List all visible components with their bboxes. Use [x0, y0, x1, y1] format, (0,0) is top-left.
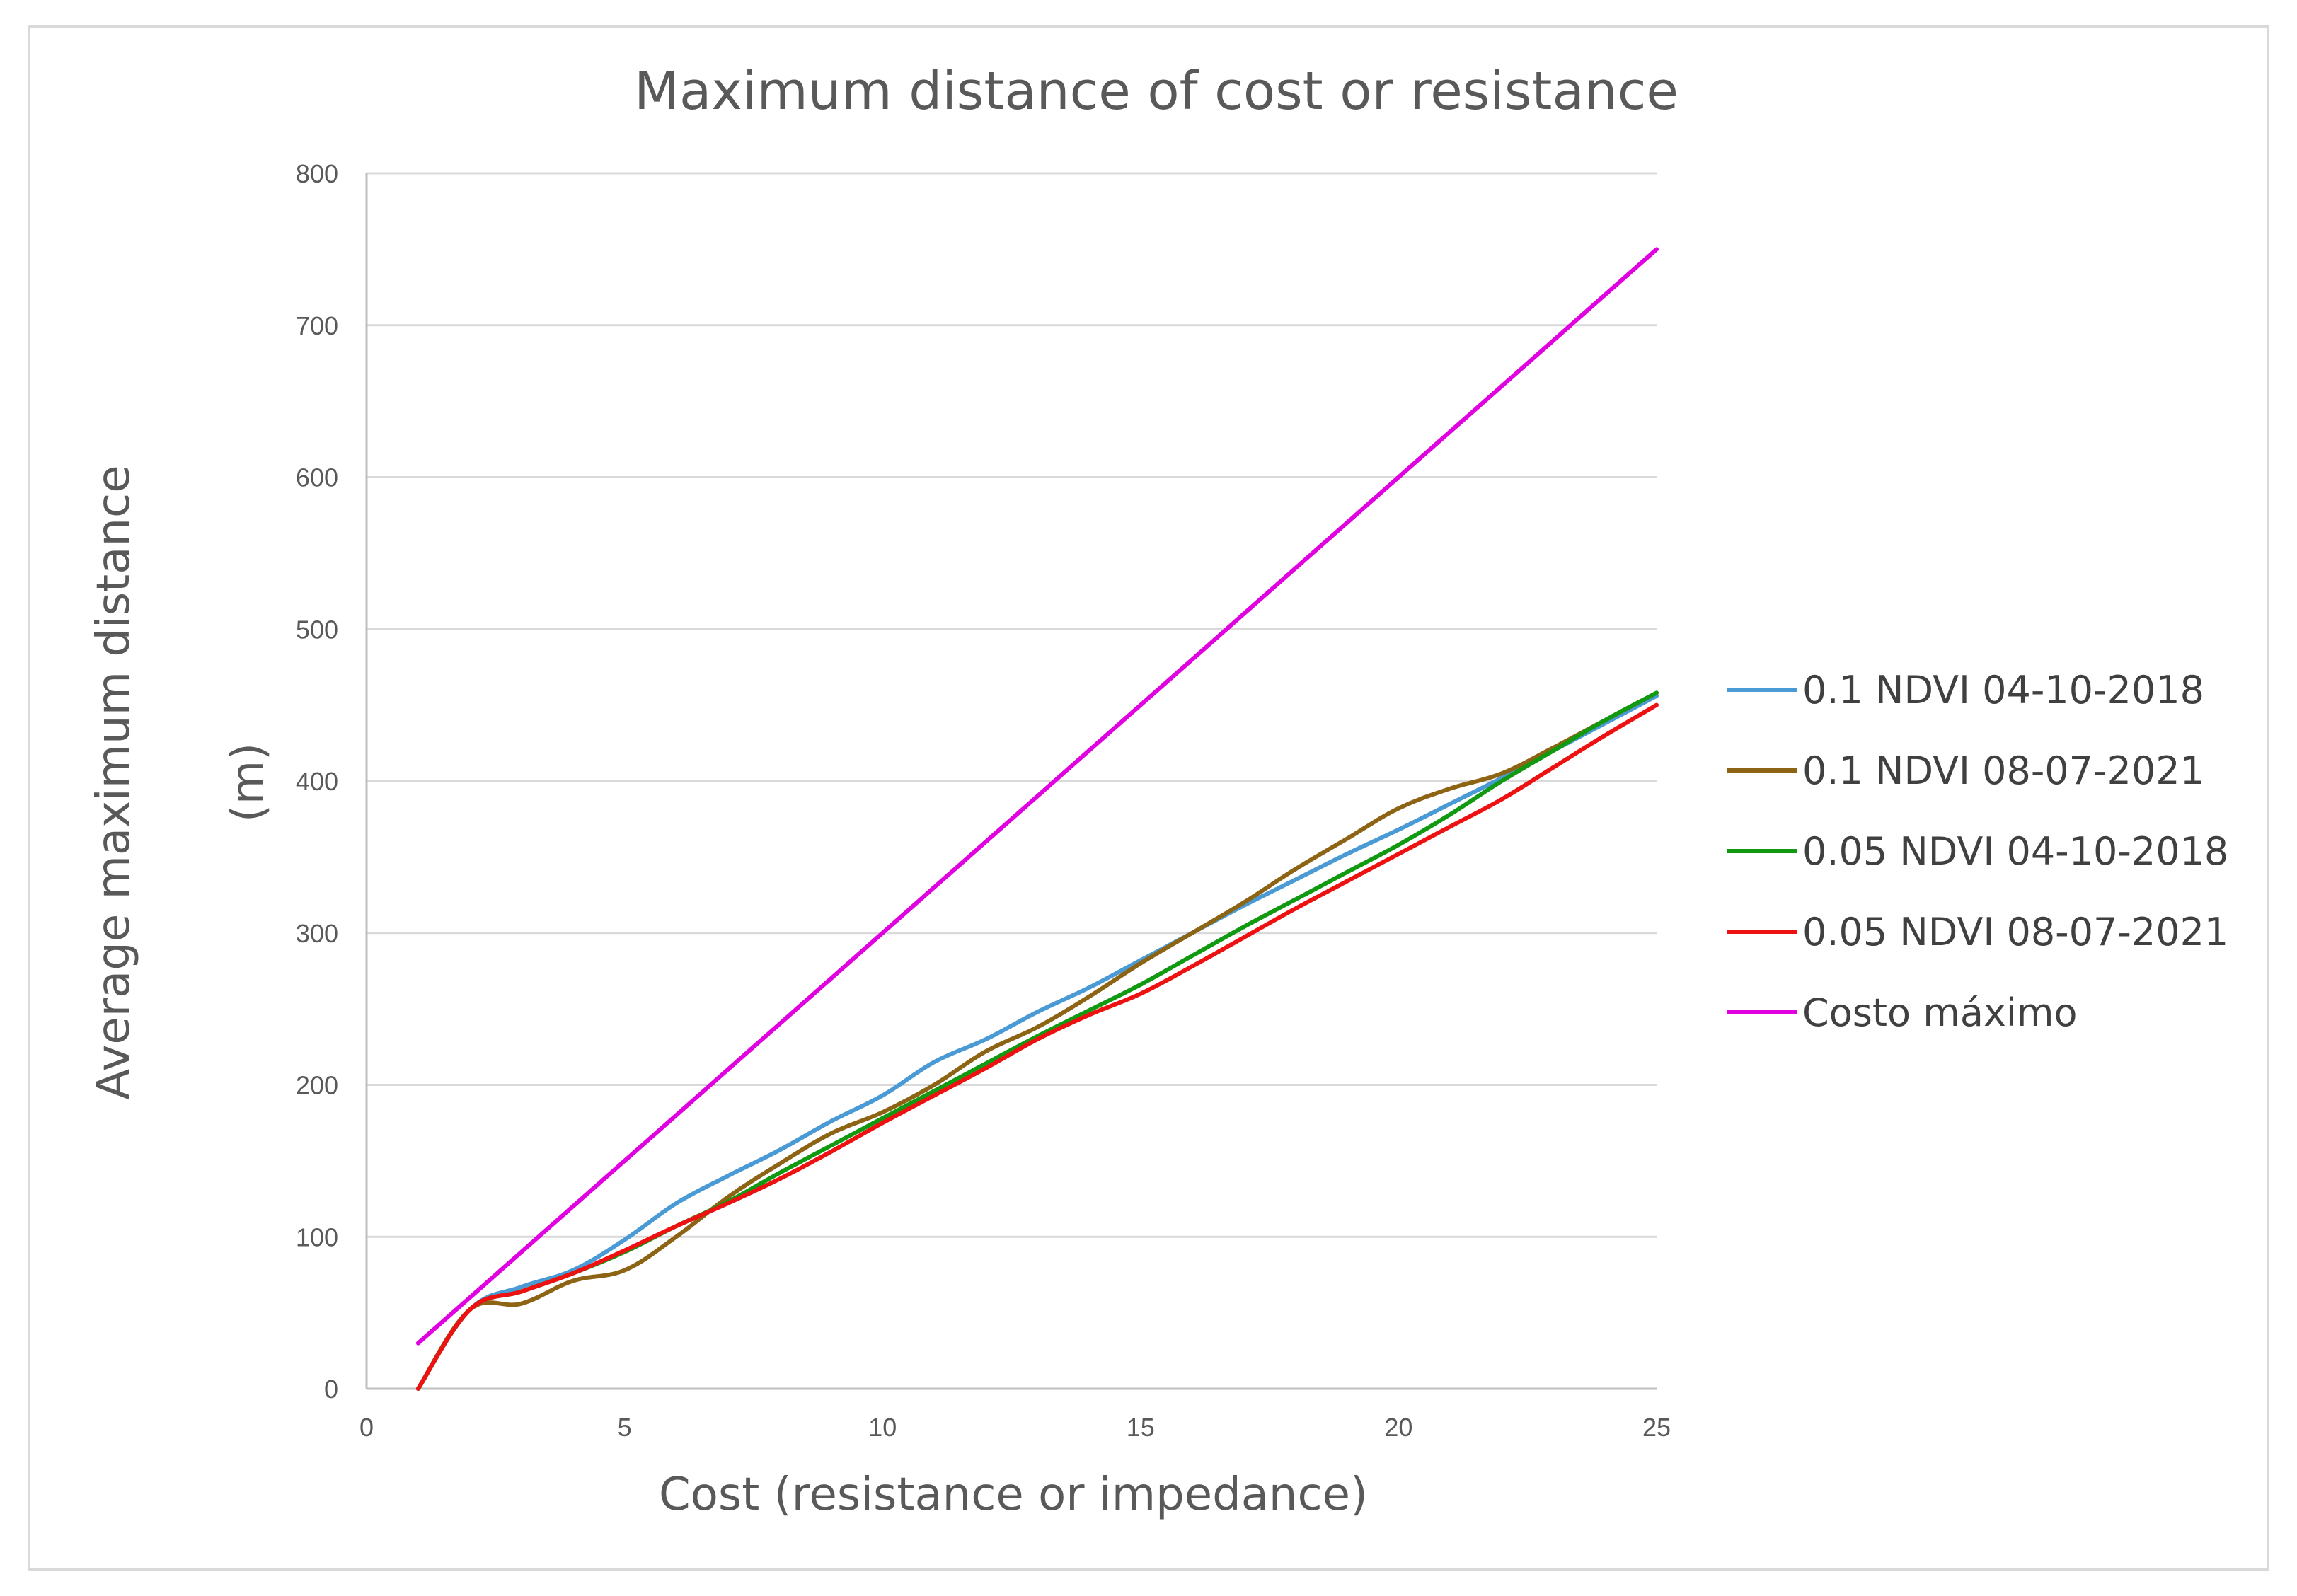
- series-lines: [415, 247, 1659, 1391]
- legend-label-0-1-ndvi-08-07-2021: 0.1 NDVI 08-07-2021: [1802, 748, 2204, 793]
- x-axis-title: Cost (resistance or impedance): [659, 1469, 1368, 1521]
- legend-label-0-05-ndvi-04-10-2018: 0.05 NDVI 04-10-2018: [1802, 829, 2228, 874]
- legend: 0.1 NDVI 04-10-2018 0.1 NDVI 08-07-2021 0.…: [1727, 668, 2228, 1035]
- legend-label-costo-maximo: Costo máximo: [1802, 990, 2078, 1035]
- y-tick-label: 400: [296, 767, 338, 796]
- y-tick-label: 300: [296, 919, 338, 948]
- x-tick-label: 25: [1642, 1413, 1671, 1442]
- x-tick-label: 0: [359, 1413, 374, 1442]
- legend-label-0-05-ndvi-08-07-2021: 0.05 NDVI 08-07-2021: [1802, 910, 2228, 954]
- series-line-costo-maximo: [415, 247, 1659, 1346]
- y-tick-label: 0: [324, 1375, 338, 1404]
- x-tick-labels: 0 5 10 15 20 25: [359, 1413, 1671, 1442]
- x-tick-label: 20: [1384, 1413, 1412, 1442]
- y-tick-label: 200: [296, 1071, 338, 1100]
- y-axis-title: Average maximum distance (m): [88, 465, 275, 1099]
- y-tick-label: 800: [296, 159, 338, 188]
- y-tick-labels: 0 100 200 300 400 500 600 700 800: [296, 159, 338, 1404]
- y-tick-label: 600: [296, 463, 338, 492]
- y-axis-title-line-1: Average maximum distance: [88, 465, 140, 1099]
- chart-frame: [28, 25, 2269, 1571]
- x-tick-label: 15: [1127, 1413, 1155, 1442]
- y-tick-label: 700: [296, 311, 338, 340]
- y-tick-label: 100: [296, 1222, 338, 1251]
- x-tick-label: 5: [618, 1413, 632, 1442]
- series-line-0-1-ndvi-04-10-2018: [415, 693, 1659, 1391]
- y-tick-label: 500: [296, 615, 338, 644]
- axes: [365, 173, 1657, 1390]
- series-line-0-1-ndvi-08-07-2021: [415, 690, 1659, 1391]
- series-line-0-05-ndvi-08-07-2021: [415, 702, 1659, 1391]
- y-axis-title-line-2: (m): [222, 743, 275, 822]
- chart-title: Maximum distance of cost or resistance: [634, 61, 1679, 122]
- x-tick-label: 10: [868, 1413, 897, 1442]
- gridlines: [367, 172, 1657, 1238]
- legend-label-0-1-ndvi-04-10-2018: 0.1 NDVI 04-10-2018: [1802, 668, 2204, 712]
